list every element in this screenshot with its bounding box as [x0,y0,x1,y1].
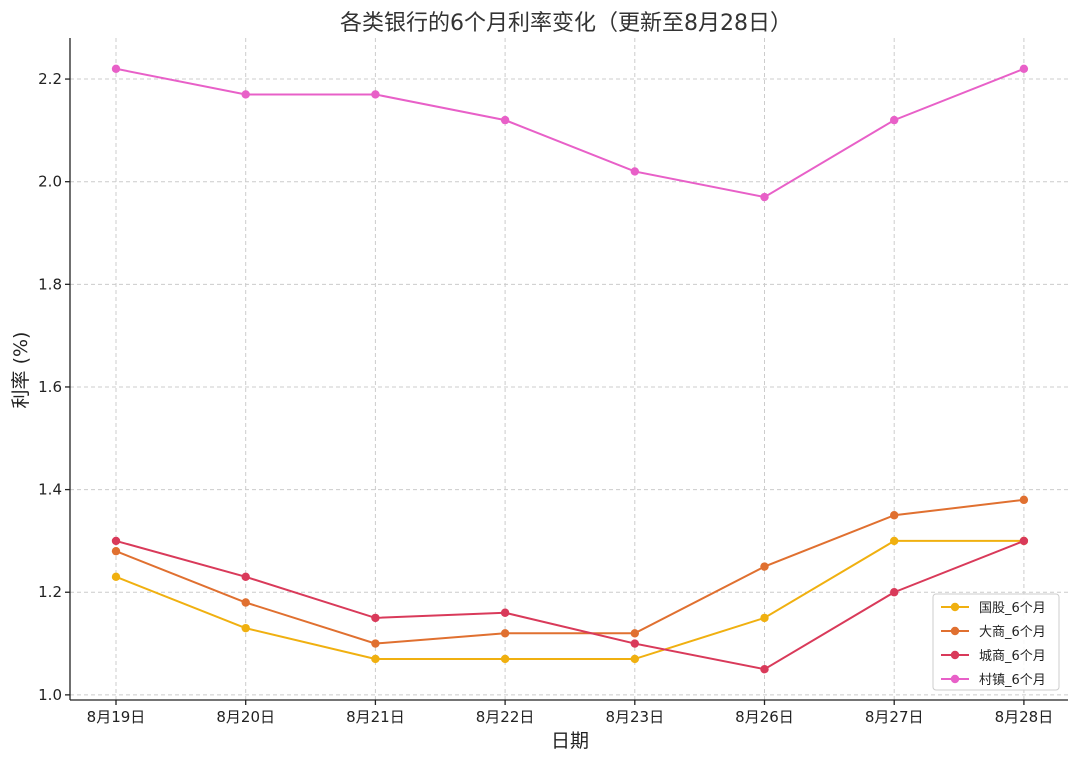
data-point [111,536,121,546]
legend-marker [950,626,960,636]
data-point [500,115,510,125]
x-tick-label: 8月21日 [346,708,405,726]
data-point [630,639,639,648]
data-point [630,167,639,176]
series-line [115,498,1025,645]
legend-label: 国股_6个月 [979,601,1046,616]
y-tick-label: 1.0 [38,686,62,704]
x-tick-label: 8月28日 [995,708,1054,726]
data-point [760,613,769,623]
data-point [500,629,510,638]
data-point [241,623,250,633]
data-point [241,90,250,99]
data-point [371,90,380,99]
series-城商_6个月 [111,536,1029,674]
data-point [890,588,899,597]
legend-marker [950,650,960,660]
y-tick-label: 2.0 [38,173,62,191]
x-tick-label: 8月20日 [216,708,275,726]
data-point [1019,495,1029,505]
y-tick-label: 1.8 [38,275,62,293]
data-point [241,572,250,582]
data-point [890,115,899,125]
series-村镇_6个月 [111,64,1029,202]
series-line [115,539,1025,671]
data-point [630,654,639,664]
data-point [1019,64,1029,73]
grid [70,38,1068,700]
data-point [760,192,769,202]
data-point [111,546,121,556]
data-point [371,613,380,623]
series-大商_6个月 [111,495,1029,648]
data-point [371,654,380,664]
axes: 1.0 1.2 1.4 1.6 1.8 2.0 2.2 8月19日 8月20日 8月21日 8月22… [38,38,1068,726]
legend-label: 村镇_6个月 [979,673,1046,688]
legend-label: 大商_6个月 [979,625,1046,640]
chart-title: 各类银行的6个月利率变化（更新至8月28日） [340,11,792,36]
data-point [371,639,380,648]
x-tick-label: 8月22日 [476,708,535,726]
data-point [890,536,899,546]
x-axis-label: 日期 [551,730,589,752]
data-point [500,608,510,617]
legend-marker [950,602,960,612]
data-point [1019,536,1029,546]
data-point [760,562,769,571]
series-国股_6个月 [111,536,1029,664]
data-point [630,629,639,638]
y-axis-label: 利率 (%) [10,332,32,409]
legend-label: 城商_6个月 [979,649,1046,664]
y-tick-label: 1.6 [38,378,62,396]
y-tick-label: 1.4 [38,481,62,499]
legend-box [932,593,1060,691]
y-tick-label: 2.2 [38,70,62,88]
data-point [111,572,121,582]
series-line [115,67,1025,199]
series-group [111,64,1029,674]
legend-marker [950,674,960,684]
data-point [241,598,250,607]
x-tick-label: 8月23日 [605,708,664,726]
x-tick-label: 8月27日 [865,708,924,726]
x-tick-label: 8月26日 [735,708,794,726]
data-point [500,654,510,664]
y-tick-label: 1.2 [38,583,62,601]
data-point [111,64,121,73]
data-point [760,665,769,674]
series-line [115,539,1024,660]
x-tick-label: 8月19日 [87,708,146,726]
data-point [890,511,899,520]
